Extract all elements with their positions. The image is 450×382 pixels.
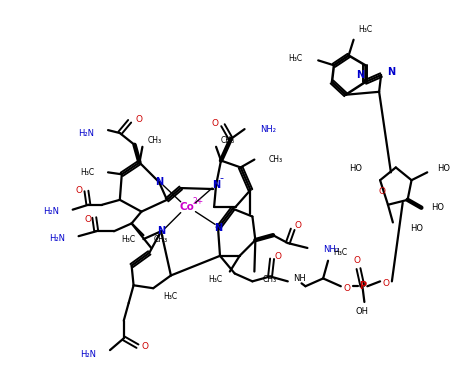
Text: N: N bbox=[155, 177, 163, 187]
Text: O: O bbox=[75, 186, 82, 196]
Text: NH₂: NH₂ bbox=[260, 125, 276, 134]
Text: O: O bbox=[294, 221, 301, 230]
Text: O: O bbox=[343, 284, 350, 293]
Text: N: N bbox=[212, 180, 220, 190]
Text: HO: HO bbox=[431, 203, 444, 212]
Text: O: O bbox=[142, 342, 149, 351]
Text: NH₂: NH₂ bbox=[323, 245, 339, 254]
Text: H₂N: H₂N bbox=[49, 234, 65, 243]
Text: O: O bbox=[212, 119, 219, 128]
Text: O: O bbox=[353, 256, 360, 265]
Text: H₃C: H₃C bbox=[122, 235, 135, 244]
Text: HO: HO bbox=[437, 164, 450, 173]
Text: O: O bbox=[136, 115, 143, 124]
Text: H₃C: H₃C bbox=[288, 54, 302, 63]
Text: H₃C: H₃C bbox=[333, 248, 347, 257]
Text: Co: Co bbox=[179, 202, 194, 212]
Text: O: O bbox=[85, 215, 92, 224]
Text: O: O bbox=[274, 252, 281, 261]
Text: N: N bbox=[387, 67, 395, 77]
Text: 2+: 2+ bbox=[193, 197, 204, 206]
Text: -: - bbox=[219, 173, 223, 183]
Text: N: N bbox=[157, 226, 165, 236]
Text: H₃C: H₃C bbox=[359, 26, 373, 34]
Text: H₃C: H₃C bbox=[208, 275, 222, 284]
Text: CH₃: CH₃ bbox=[268, 155, 282, 164]
Text: O: O bbox=[382, 279, 390, 288]
Text: CH₃: CH₃ bbox=[153, 235, 167, 244]
Text: H₃C: H₃C bbox=[80, 168, 94, 177]
Text: P: P bbox=[359, 281, 366, 291]
Text: HO: HO bbox=[349, 164, 362, 173]
Text: CH₃: CH₃ bbox=[221, 136, 235, 146]
Text: H₂N: H₂N bbox=[78, 129, 94, 138]
Text: H₂N: H₂N bbox=[43, 207, 59, 216]
Text: H₂N: H₂N bbox=[80, 350, 96, 359]
Text: N: N bbox=[356, 70, 365, 80]
Text: H₃C: H₃C bbox=[163, 291, 177, 301]
Text: OH: OH bbox=[356, 307, 369, 316]
Text: HO: HO bbox=[410, 224, 423, 233]
Text: N: N bbox=[214, 223, 222, 233]
Text: CH₃: CH₃ bbox=[147, 136, 162, 146]
Text: NH: NH bbox=[292, 274, 306, 283]
Text: CH₃: CH₃ bbox=[262, 275, 276, 284]
Text: O: O bbox=[378, 188, 386, 196]
